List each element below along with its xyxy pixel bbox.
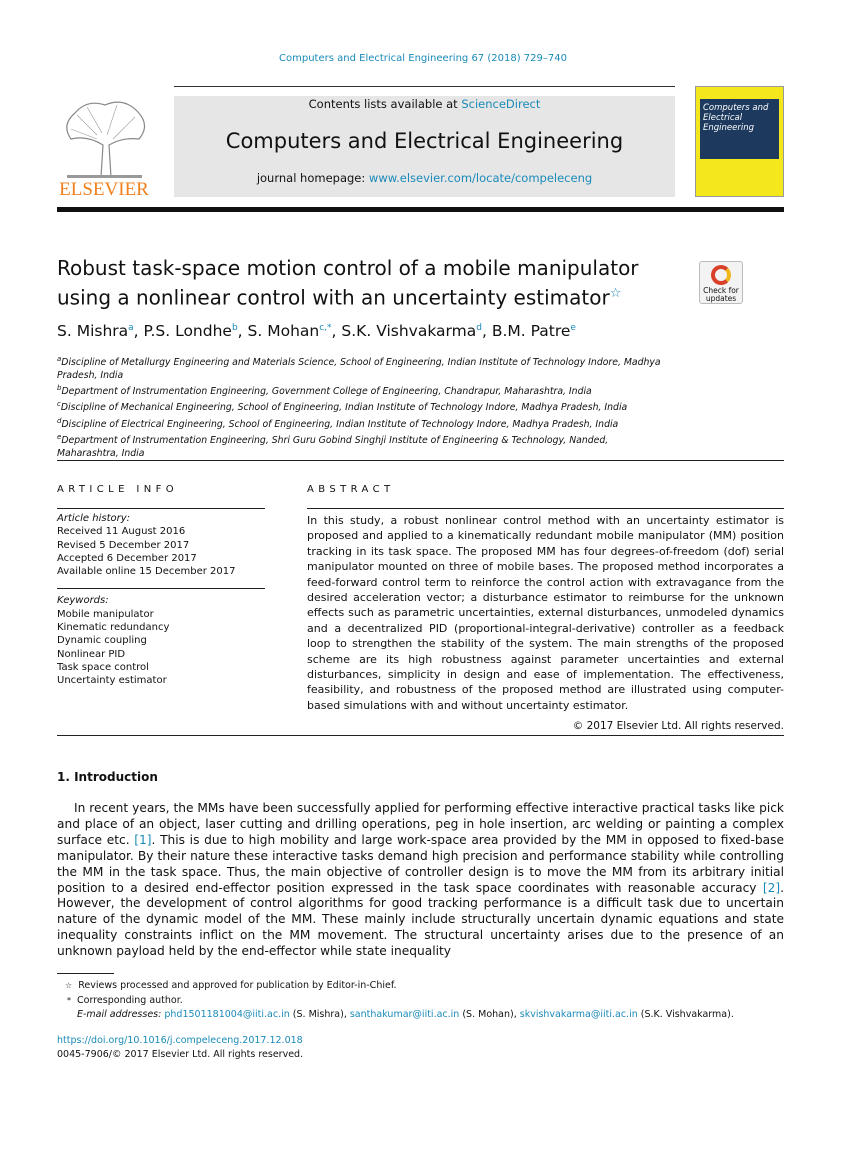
- divider: [174, 86, 675, 87]
- doi-block: https://doi.org/10.1016/j.compeleceng.20…: [57, 1034, 303, 1063]
- affiliation: cDiscipline of Mechanical Engineering, S…: [57, 400, 628, 414]
- sciencedirect-link[interactable]: ScienceDirect: [461, 97, 541, 111]
- journal-reference[interactable]: Computers and Electrical Engineering 67 …: [279, 53, 567, 64]
- author: S.K. Vishvakarma: [341, 322, 477, 340]
- author-list: S. Mishraa, P.S. Londheb, S. Mohanc,*, S…: [57, 322, 576, 340]
- affiliation: bDepartment of Instrumentation Engineeri…: [57, 384, 592, 398]
- keyword: Task space control: [57, 661, 149, 673]
- author: S. Mishra: [57, 322, 129, 340]
- affiliations: aDiscipline of Metallurgy Engineering an…: [57, 353, 667, 460]
- history-item: Received 11 August 2016: [57, 526, 186, 538]
- abstract-text: In this study, a robust nonlinear contro…: [307, 514, 784, 712]
- history-item: Available online 15 December 2017: [57, 566, 236, 578]
- divider: [57, 588, 265, 590]
- author: B.M. Patre: [491, 322, 571, 340]
- divider: [57, 460, 784, 461]
- divider: [307, 508, 784, 509]
- divider: [57, 735, 784, 736]
- journal-name: Computers and Electrical Engineering: [225, 129, 624, 153]
- homepage-link[interactable]: www.elsevier.com/locate/compeleceng: [368, 171, 593, 185]
- email-link[interactable]: santhakumar@iiti.ac.in: [349, 1009, 460, 1021]
- title-footnote-mark[interactable]: ☆: [609, 286, 622, 301]
- author-affil[interactable]: a: [128, 322, 134, 333]
- citation-link[interactable]: [2]: [762, 880, 781, 895]
- doi-link[interactable]: https://doi.org/10.1016/j.compeleceng.20…: [57, 1035, 303, 1046]
- affiliation: eDepartment of Instrumentation Engineeri…: [57, 432, 609, 460]
- header-bar: [57, 207, 784, 212]
- email-label: E-mail addresses:: [77, 1009, 165, 1021]
- check-updates-icon: [711, 265, 731, 285]
- intro-paragraph: In recent years, the MMs have been succe…: [57, 801, 784, 959]
- footnotes: ☆ Reviews processed and approved for pub…: [65, 980, 734, 1021]
- email-link[interactable]: skvishvakarma@iiti.ac.in: [519, 1009, 638, 1021]
- history-item: Revised 5 December 2017: [57, 539, 190, 551]
- article-title: Robust task-space motion control of a mo…: [57, 256, 677, 311]
- author-affil[interactable]: e: [570, 322, 576, 333]
- check-updates-label: Check for updates: [703, 286, 739, 303]
- keyword: Uncertainty estimator: [57, 675, 167, 687]
- keyword: Dynamic coupling: [57, 635, 147, 647]
- keyword: Kinematic redundancy: [57, 622, 170, 634]
- elsevier-logo: ELSEVIER: [57, 95, 152, 199]
- divider: [57, 508, 265, 509]
- svg-text:ELSEVIER: ELSEVIER: [59, 179, 149, 199]
- author-affil[interactable]: b: [231, 322, 238, 333]
- issn-copyright: 0045-7906/© 2017 Elsevier Ltd. All right…: [57, 1049, 304, 1061]
- affiliation: aDiscipline of Metallurgy Engineering an…: [57, 355, 661, 382]
- article-info-heading: ARTICLE INFO: [57, 484, 179, 495]
- corresponding-footnote: Corresponding author.: [77, 994, 183, 1006]
- affiliation: dDiscipline of Electrical Engineering, S…: [57, 416, 619, 430]
- author: S. Mohan: [247, 322, 320, 340]
- check-for-updates-button[interactable]: Check for updates: [699, 261, 743, 304]
- article-info: Article history: Received 11 August 2016…: [57, 512, 265, 688]
- author-affil[interactable]: c,*: [319, 322, 332, 333]
- journal-cover: Computers and Electrical Engineering: [695, 86, 784, 197]
- history-item: Accepted 6 December 2017: [57, 552, 197, 564]
- title-text: Robust task-space motion control of a mo…: [57, 256, 639, 310]
- abstract-copyright: © 2017 Elsevier Ltd. All rights reserved…: [572, 720, 784, 733]
- review-footnote: Reviews processed and approved for publi…: [78, 980, 397, 991]
- section-heading: 1. Introduction: [57, 770, 158, 784]
- abstract-heading: ABSTRACT: [307, 484, 395, 495]
- email-link[interactable]: phd1501181004@iiti.ac.in: [164, 1009, 290, 1021]
- footnote-divider: [57, 973, 114, 974]
- keyword: Mobile manipulator: [57, 608, 154, 620]
- abstract: In this study, a robust nonlinear contro…: [307, 513, 784, 735]
- cover-title: Computers and Electrical Engineering: [700, 99, 779, 159]
- history-label: Article history:: [57, 513, 131, 524]
- keywords-label: Keywords:: [57, 595, 109, 607]
- journal-banner: Contents lists available at ScienceDirec…: [174, 96, 675, 197]
- author: P.S. Londhe: [143, 322, 232, 340]
- author-affil[interactable]: d: [476, 322, 482, 333]
- citation-link[interactable]: [1]: [134, 832, 152, 847]
- contents-text: Contents lists available at: [308, 97, 462, 111]
- homepage-label: journal homepage:: [256, 171, 369, 185]
- keyword: Nonlinear PID: [57, 648, 126, 660]
